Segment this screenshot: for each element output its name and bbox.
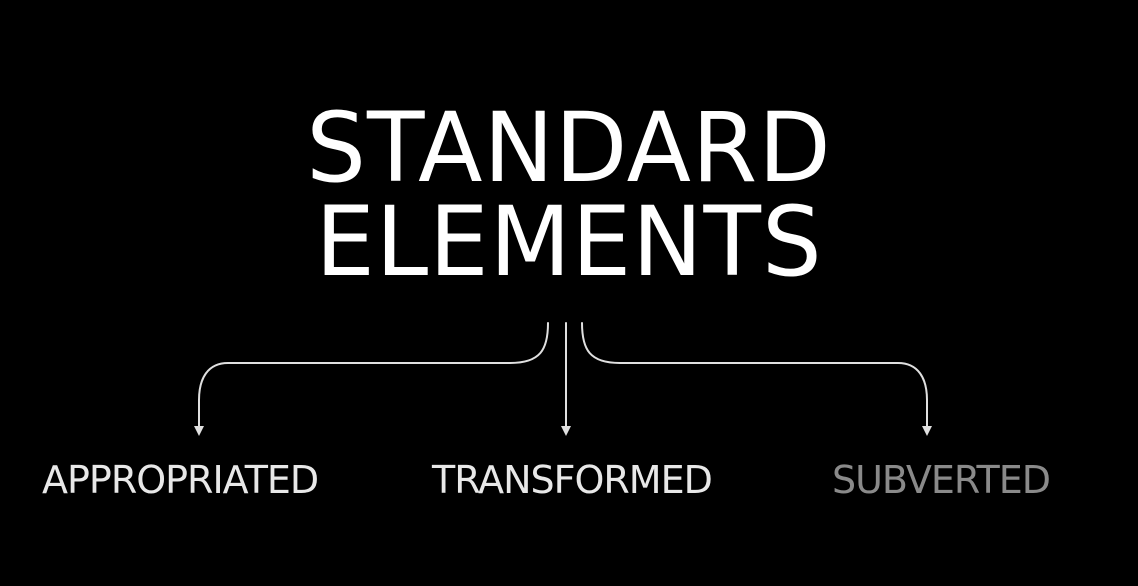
title-line-elements: ELEMENTS [315,186,823,298]
branch-label-appropriated: APPROPRIATED [42,458,319,502]
arrowhead-left [194,426,204,436]
arrow-left-path [198,322,549,429]
arrowhead-right [922,426,932,436]
branch-label-subverted: SUBVERTED [832,458,1051,502]
title-line-standard: STANDARD [306,92,832,204]
arrowhead-center [561,426,571,436]
arrow-right-path [581,322,928,429]
branch-label-transformed: TRANSFORMED [432,458,713,502]
